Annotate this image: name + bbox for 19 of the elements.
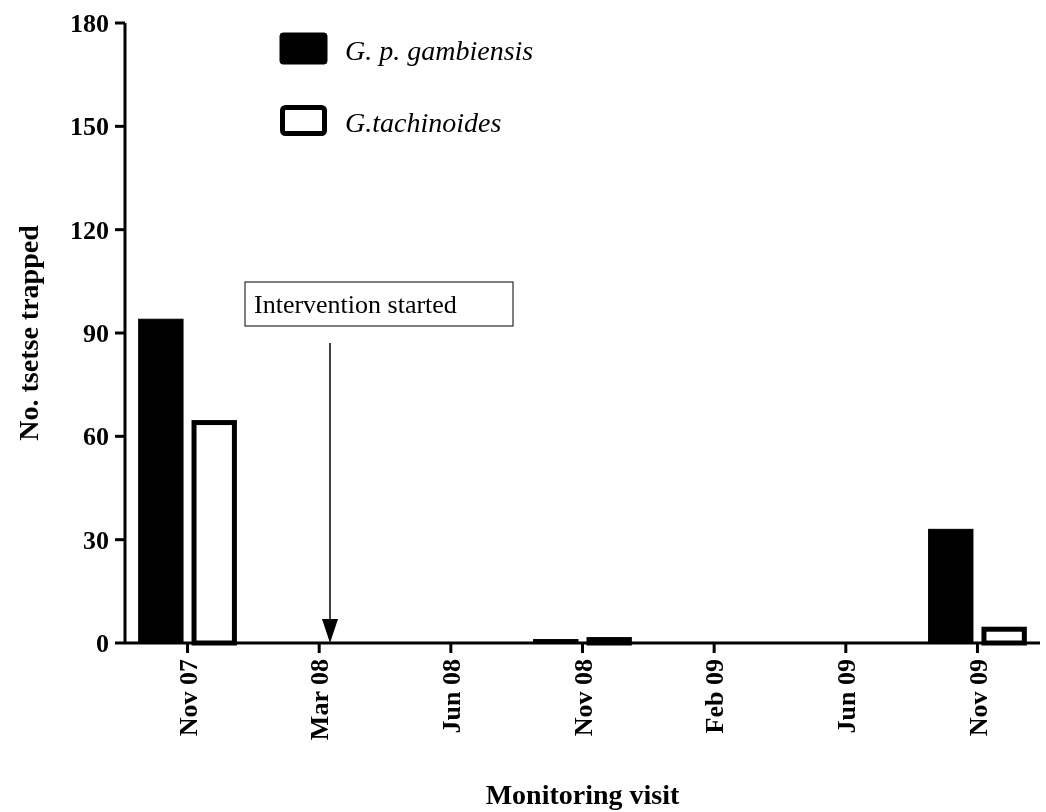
legend-label: G. p. gambiensis bbox=[345, 34, 534, 66]
y-tick-label: 120 bbox=[70, 215, 109, 245]
legend-label: G.tachinoides bbox=[345, 106, 502, 138]
x-tick-label: Jun 09 bbox=[831, 659, 861, 734]
x-tick-label: Jun 08 bbox=[436, 659, 466, 734]
x-axis-title: Monitoring visit bbox=[485, 779, 680, 810]
y-tick-label: 0 bbox=[96, 629, 109, 659]
x-tick-label: Mar 08 bbox=[305, 659, 335, 741]
x-tick-label: Nov 09 bbox=[963, 659, 993, 737]
x-tick-label: Feb 09 bbox=[700, 659, 730, 734]
x-tick-label: Nov 08 bbox=[568, 659, 598, 737]
x-tick-label: Nov 07 bbox=[173, 659, 203, 737]
annotation: Intervention started bbox=[254, 290, 457, 320]
y-tick-label: 90 bbox=[83, 319, 109, 349]
y-tick-label: 30 bbox=[83, 525, 109, 555]
y-tick-label: 180 bbox=[70, 9, 109, 39]
y-axis-title: No. tsetse trapped bbox=[13, 224, 44, 441]
y-tick-label: 150 bbox=[70, 112, 109, 142]
y-tick-label: 60 bbox=[83, 422, 109, 452]
